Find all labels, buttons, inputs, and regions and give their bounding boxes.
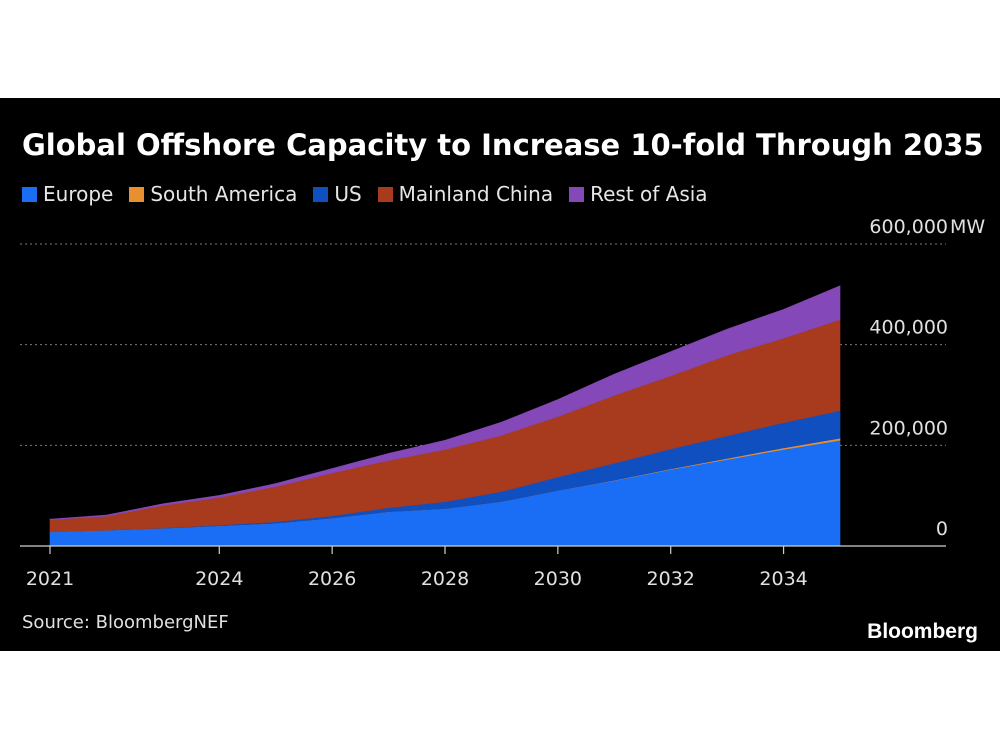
chart-legend: Europe South America US Mainland China R…	[22, 182, 724, 206]
legend-item-europe: Europe	[22, 182, 113, 206]
legend-swatch-mainland-china	[377, 186, 393, 202]
legend-label-us: US	[334, 182, 362, 206]
y-tick-label-400000: 400,000	[869, 317, 948, 339]
source-note: Source: BloombergNEF	[22, 612, 229, 633]
area-rest-of-asia	[49, 285, 841, 521]
x-tick-label-2024: 2024	[195, 568, 243, 590]
x-tick-label-2026: 2026	[308, 568, 356, 590]
legend-label-rest-of-asia: Rest of Asia	[590, 182, 708, 206]
x-tick-label-2030: 2030	[534, 568, 582, 590]
legend-swatch-rest-of-asia	[569, 186, 585, 202]
legend-item-south-america: South America	[129, 182, 297, 206]
y-unit-label: MW	[950, 216, 985, 238]
y-tick-label-600000: 600,000	[869, 216, 948, 238]
legend-swatch-europe	[22, 186, 37, 202]
legend-label-mainland-china: Mainland China	[398, 182, 554, 206]
y-tick-label-200000: 200,000	[869, 417, 948, 439]
legend-swatch-us	[313, 186, 329, 202]
chart-title: Global Offshore Capacity to Increase 10-…	[22, 128, 984, 162]
x-tick-label-2028: 2028	[421, 568, 469, 590]
x-tick-label-2034: 2034	[759, 568, 807, 590]
bloomberg-logo: Bloomberg	[867, 620, 978, 643]
legend-label-south-america: South America	[150, 182, 298, 206]
x-tick-label-2021: 2021	[26, 568, 74, 590]
legend-swatch-south-america	[129, 186, 145, 202]
legend-item-us: US	[313, 182, 362, 206]
legend-item-rest-of-asia: Rest of Asia	[569, 182, 708, 206]
x-tick-label-2032: 2032	[647, 568, 695, 590]
y-tick-label-0: 0	[936, 518, 948, 540]
legend-label-europe: Europe	[43, 182, 114, 206]
legend-item-mainland-china: Mainland China	[377, 182, 554, 206]
